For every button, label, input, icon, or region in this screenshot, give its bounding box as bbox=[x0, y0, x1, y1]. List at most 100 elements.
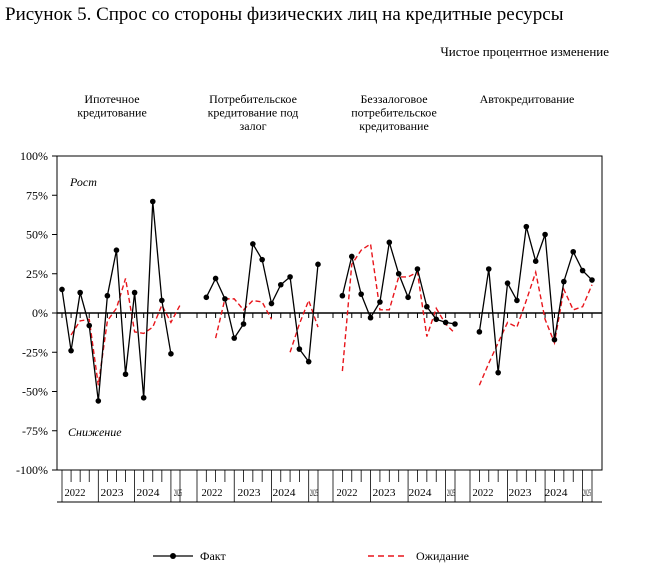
expected-series-line bbox=[289, 298, 319, 353]
actual-point bbox=[122, 371, 129, 378]
actual-point bbox=[159, 297, 165, 304]
year-label: 2025 bbox=[583, 488, 591, 498]
panel-label: Потребительское bbox=[209, 92, 297, 106]
actual-point bbox=[231, 335, 238, 341]
actual-point bbox=[203, 294, 210, 301]
actual-point bbox=[395, 270, 402, 277]
year-label: 2023 bbox=[373, 488, 396, 499]
actual-point bbox=[348, 253, 355, 260]
year-label: 2024 bbox=[273, 488, 296, 499]
actual-point bbox=[561, 278, 567, 285]
actual-point bbox=[140, 394, 147, 401]
actual-point bbox=[386, 239, 393, 246]
expected-series-line bbox=[341, 242, 456, 372]
actual-point bbox=[367, 314, 374, 321]
actual-point bbox=[424, 303, 430, 310]
annotation-up: Рост bbox=[69, 175, 97, 189]
actual-point bbox=[287, 274, 293, 280]
actual-point bbox=[485, 266, 492, 272]
year-label: 2022 bbox=[337, 488, 358, 499]
actual-point bbox=[452, 321, 458, 327]
actual-point bbox=[250, 241, 256, 247]
year-label: 2025 bbox=[310, 488, 318, 498]
actual-point bbox=[542, 231, 548, 238]
year-label: 2024 bbox=[137, 488, 160, 499]
legend-actual-label: Факт bbox=[200, 549, 226, 563]
year-label: 2025 bbox=[447, 488, 455, 498]
actual-point bbox=[514, 297, 520, 304]
actual-point bbox=[131, 289, 138, 296]
y-tick-label: 50% bbox=[26, 228, 48, 242]
actual-point bbox=[551, 336, 558, 343]
year-label: 2025 bbox=[174, 488, 182, 498]
chart-title: Рисунок 5. Спрос со стороны физических л… bbox=[5, 4, 564, 25]
actual-series-line bbox=[61, 201, 172, 401]
actual-point bbox=[315, 261, 321, 268]
year-label: 2023 bbox=[238, 488, 261, 499]
legend-actual-marker bbox=[170, 553, 176, 559]
actual-point bbox=[339, 292, 346, 299]
actual-point bbox=[476, 329, 483, 335]
y-tick-label: 25% bbox=[26, 267, 48, 281]
panel-label: залог bbox=[239, 119, 266, 133]
actual-point bbox=[504, 280, 511, 286]
units-label: Чистое процентное изменение bbox=[440, 44, 609, 59]
year-label: 2022 bbox=[473, 488, 494, 499]
panel-label: потребительское bbox=[351, 106, 437, 120]
actual-point bbox=[268, 300, 275, 307]
y-tick-label: 100% bbox=[20, 149, 48, 163]
year-label: 2023 bbox=[509, 488, 532, 499]
actual-point bbox=[222, 296, 228, 302]
actual-point bbox=[442, 319, 449, 326]
actual-point bbox=[405, 294, 411, 301]
panel-label: кредитование под bbox=[208, 106, 299, 120]
year-label: 2024 bbox=[409, 488, 432, 499]
panel-label: Ипотечное bbox=[84, 92, 139, 106]
actual-point bbox=[168, 351, 174, 357]
actual-point bbox=[305, 358, 312, 365]
year-label: 2023 bbox=[101, 488, 124, 499]
y-tick-label: 75% bbox=[26, 188, 48, 202]
expected-series-line bbox=[70, 278, 181, 386]
actual-point bbox=[296, 346, 303, 352]
year-label: 2022 bbox=[202, 488, 223, 499]
actual-series-line bbox=[478, 226, 593, 373]
y-tick-label: -100% bbox=[16, 463, 48, 477]
y-tick-label: -25% bbox=[22, 345, 48, 359]
actual-point bbox=[86, 322, 93, 329]
actual-point bbox=[532, 258, 539, 264]
expected-series-line bbox=[478, 269, 593, 386]
panel-label: кредитование bbox=[77, 106, 147, 120]
actual-point bbox=[68, 347, 74, 354]
actual-point bbox=[259, 256, 265, 263]
y-tick-label: -75% bbox=[22, 424, 48, 438]
actual-point bbox=[377, 299, 383, 305]
panel-label: Автокредитование bbox=[480, 92, 575, 106]
actual-point bbox=[523, 223, 530, 230]
actual-point bbox=[570, 248, 577, 255]
actual-point bbox=[414, 266, 421, 272]
panel-label: Беззалоговое bbox=[360, 92, 427, 106]
year-label: 2022 bbox=[65, 488, 86, 499]
actual-point bbox=[77, 289, 83, 296]
actual-point bbox=[113, 247, 120, 253]
actual-point bbox=[240, 321, 247, 327]
y-tick-label: -50% bbox=[22, 385, 48, 399]
actual-point bbox=[149, 198, 156, 205]
actual-point bbox=[212, 275, 219, 282]
y-tick-label: 0% bbox=[32, 306, 48, 320]
legend-expected-label: Ожидание bbox=[416, 549, 469, 563]
actual-point bbox=[277, 281, 284, 288]
actual-point bbox=[59, 286, 65, 293]
actual-point bbox=[433, 316, 440, 323]
actual-point bbox=[104, 292, 111, 299]
actual-point bbox=[579, 267, 586, 274]
actual-point bbox=[495, 369, 501, 376]
actual-point bbox=[95, 398, 102, 404]
actual-point bbox=[358, 291, 364, 297]
panel-label: кредитование bbox=[359, 119, 429, 133]
actual-point bbox=[589, 277, 595, 283]
year-label: 2024 bbox=[545, 488, 568, 499]
annotation-down: Снижение bbox=[68, 425, 122, 439]
